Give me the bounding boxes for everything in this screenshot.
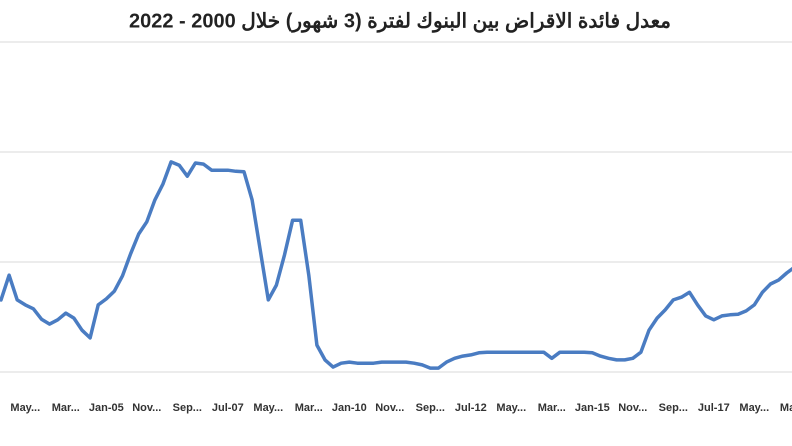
x-tick-label: May... xyxy=(780,402,792,414)
x-tick-label: Sep... xyxy=(659,402,688,414)
data-line xyxy=(0,160,792,370)
x-tick-label: May... xyxy=(253,402,283,414)
x-tick-label: May... xyxy=(10,402,40,414)
x-tick-label: Jul-17 xyxy=(698,402,730,414)
x-tick-label: Jul-12 xyxy=(455,402,487,414)
x-tick-label: Jan-05 xyxy=(89,402,124,414)
chart-title: معدل فائدة الاقراض بين البنوك لفترة (3 ش… xyxy=(129,10,671,33)
x-tick-label: Jan-10 xyxy=(332,402,367,414)
x-tick-label: May... xyxy=(739,402,769,414)
x-tick-label: Jan-15 xyxy=(575,402,610,414)
x-tick-label: May... xyxy=(496,402,526,414)
x-tick-label: Sep... xyxy=(173,402,202,414)
x-tick-label: Nov... xyxy=(132,402,161,414)
x-tick-label: Mar... xyxy=(295,402,323,414)
x-tick-label: Nov... xyxy=(375,402,404,414)
x-tick-label: Nov... xyxy=(618,402,647,414)
x-tick-label: Jul-07 xyxy=(212,402,244,414)
x-tick-label: Mar... xyxy=(52,402,80,414)
x-tick-label: Sep... xyxy=(416,402,445,414)
x-tick-label: Mar... xyxy=(538,402,566,414)
